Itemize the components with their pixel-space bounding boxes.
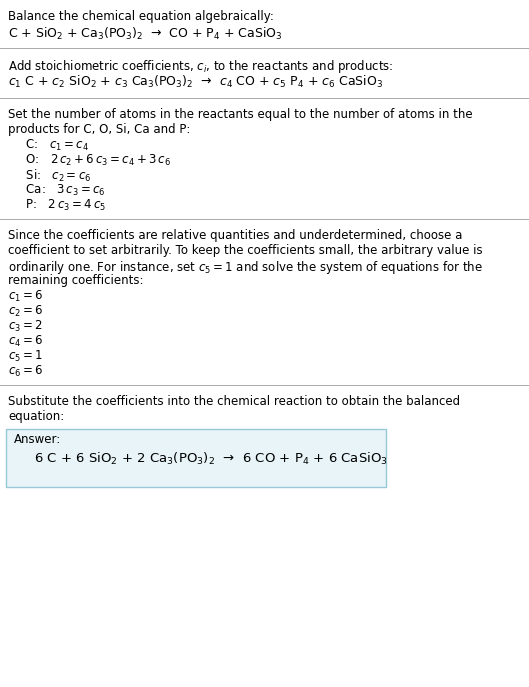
Text: P:   $2\,c_3 = 4\,c_5$: P: $2\,c_3 = 4\,c_5$ [22, 198, 106, 213]
Text: Since the coefficients are relative quantities and underdetermined, choose a: Since the coefficients are relative quan… [8, 229, 462, 242]
Text: Add stoichiometric coefficients, $c_i$, to the reactants and products:: Add stoichiometric coefficients, $c_i$, … [8, 58, 394, 75]
Text: $c_1 = 6$: $c_1 = 6$ [8, 289, 43, 304]
Text: $c_4 = 6$: $c_4 = 6$ [8, 334, 43, 349]
Text: coefficient to set arbitrarily. To keep the coefficients small, the arbitrary va: coefficient to set arbitrarily. To keep … [8, 244, 482, 257]
Text: C + SiO$_2$ + Ca$_3$(PO$_3$)$_2$  →  CO + P$_4$ + CaSiO$_3$: C + SiO$_2$ + Ca$_3$(PO$_3$)$_2$ → CO + … [8, 26, 282, 42]
Text: equation:: equation: [8, 410, 64, 423]
FancyBboxPatch shape [6, 429, 386, 487]
Text: ordinarily one. For instance, set $c_5 = 1$ and solve the system of equations fo: ordinarily one. For instance, set $c_5 =… [8, 259, 483, 276]
Text: remaining coefficients:: remaining coefficients: [8, 274, 143, 287]
Text: $c_5 = 1$: $c_5 = 1$ [8, 349, 43, 364]
Text: Set the number of atoms in the reactants equal to the number of atoms in the: Set the number of atoms in the reactants… [8, 108, 472, 121]
Text: 6 C + 6 SiO$_2$ + 2 Ca$_3$(PO$_3$)$_2$  →  6 CO + P$_4$ + 6 CaSiO$_3$: 6 C + 6 SiO$_2$ + 2 Ca$_3$(PO$_3$)$_2$ →… [34, 451, 388, 467]
Text: Balance the chemical equation algebraically:: Balance the chemical equation algebraica… [8, 10, 274, 23]
Text: $c_2 = 6$: $c_2 = 6$ [8, 304, 43, 319]
Text: Ca:   $3\,c_3 = c_6$: Ca: $3\,c_3 = c_6$ [22, 183, 105, 198]
Text: $c_3 = 2$: $c_3 = 2$ [8, 319, 43, 334]
Text: Substitute the coefficients into the chemical reaction to obtain the balanced: Substitute the coefficients into the che… [8, 395, 460, 408]
Text: O:   $2\,c_2 + 6\,c_3 = c_4 + 3\,c_6$: O: $2\,c_2 + 6\,c_3 = c_4 + 3\,c_6$ [22, 153, 171, 168]
Text: $c_1$ C + $c_2$ SiO$_2$ + $c_3$ Ca$_3$(PO$_3$)$_2$  →  $c_4$ CO + $c_5$ P$_4$ + : $c_1$ C + $c_2$ SiO$_2$ + $c_3$ Ca$_3$(P… [8, 74, 383, 90]
Text: products for C, O, Si, Ca and P:: products for C, O, Si, Ca and P: [8, 123, 190, 136]
Text: $c_6 = 6$: $c_6 = 6$ [8, 364, 43, 379]
Text: Answer:: Answer: [14, 433, 61, 446]
Text: Si:   $c_2 = c_6$: Si: $c_2 = c_6$ [22, 168, 92, 184]
Text: C:   $c_1 = c_4$: C: $c_1 = c_4$ [22, 138, 89, 153]
